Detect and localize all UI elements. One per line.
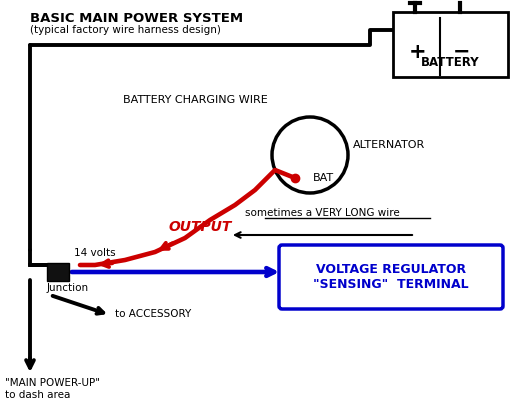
Text: Junction: Junction xyxy=(47,283,89,293)
Text: BATTERY: BATTERY xyxy=(421,57,479,69)
Text: 14 volts: 14 volts xyxy=(74,248,116,258)
Text: BAT: BAT xyxy=(313,173,334,183)
Text: +: + xyxy=(409,42,427,62)
Text: (typical factory wire harness design): (typical factory wire harness design) xyxy=(30,25,221,35)
Text: ALTERNATOR: ALTERNATOR xyxy=(353,140,425,150)
Bar xyxy=(47,263,69,281)
Text: BATTERY CHARGING WIRE: BATTERY CHARGING WIRE xyxy=(123,95,267,105)
Text: OUTPUT: OUTPUT xyxy=(168,220,232,234)
Text: BASIC MAIN POWER SYSTEM: BASIC MAIN POWER SYSTEM xyxy=(30,12,243,25)
FancyBboxPatch shape xyxy=(279,245,503,309)
Text: "MAIN POWER-UP"
to dash area: "MAIN POWER-UP" to dash area xyxy=(5,378,100,400)
Text: to ACCESSORY: to ACCESSORY xyxy=(115,309,191,319)
Text: VOLTAGE REGULATOR
"SENSING"  TERMINAL: VOLTAGE REGULATOR "SENSING" TERMINAL xyxy=(313,263,469,291)
Text: −: − xyxy=(453,42,471,62)
Text: sometimes a VERY LONG wire: sometimes a VERY LONG wire xyxy=(245,208,399,218)
Bar xyxy=(393,12,508,77)
